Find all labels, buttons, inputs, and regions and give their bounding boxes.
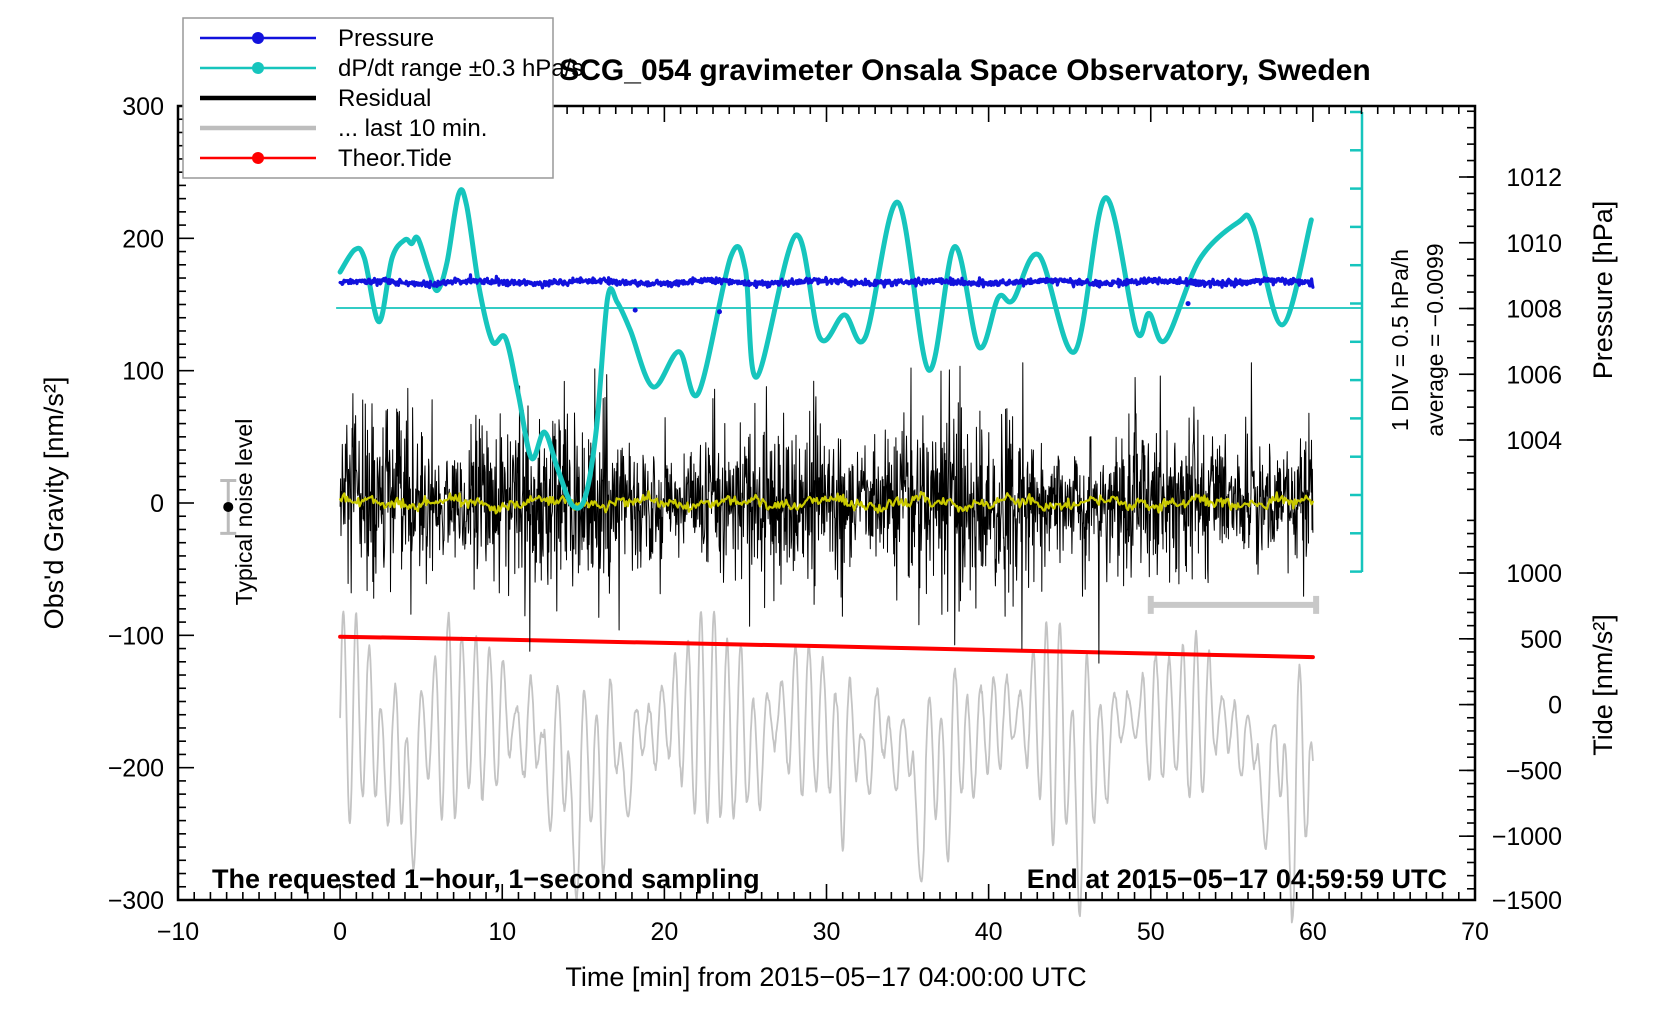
series-pressure: [338, 273, 1315, 290]
series-layer: [220, 110, 1364, 924]
tide-tick-label: −1500: [1492, 887, 1562, 915]
x-tick-label: 40: [975, 918, 1003, 946]
gravity-tick-label: −200: [108, 755, 164, 783]
annotation-sampling: The requested 1−hour, 1−second sampling: [212, 864, 760, 894]
x-tick-label: 60: [1299, 918, 1327, 946]
tide-tick-label: −1000: [1492, 823, 1562, 851]
annotation-end-time: End at 2015−05−17 04:59:59 UTC: [1027, 864, 1447, 894]
pressure-tick-label: 1006: [1506, 361, 1562, 389]
tide-axis-title: Tide [nm/s²]: [1588, 614, 1618, 756]
series-dpdt: [337, 187, 1314, 511]
tide-tick-label: 0: [1548, 692, 1562, 720]
tide-tick-label: −500: [1506, 757, 1562, 785]
noise-level-label: Typical noise level: [231, 419, 257, 606]
left-axis-title: Obs'd Gravity [nm/s²]: [39, 377, 69, 630]
pressure-tick-label: 1004: [1506, 427, 1562, 455]
x-tick-label: −10: [157, 918, 199, 946]
gravity-tick-label: 0: [150, 490, 164, 518]
legend-item-last10: ... last 10 min.: [200, 115, 487, 142]
series-last-10-min: [339, 610, 1314, 924]
legend-item-pressure: Pressure: [200, 25, 434, 52]
x-tick-label: 30: [813, 918, 841, 946]
x-axis-title: Time [min] from 2015−05−17 04:00:00 UTC: [565, 962, 1086, 992]
dpdt-scale-bar: [336, 110, 1364, 573]
legend-label-residual: Residual: [338, 85, 431, 112]
x-tick-label: 20: [650, 918, 678, 946]
series-theor-tide: [338, 634, 1315, 660]
legend-item-residual: Residual: [200, 85, 431, 112]
series-residual: [339, 362, 1314, 664]
pressure-outlier-dot: [1185, 301, 1191, 307]
x-tick-label: 50: [1137, 918, 1165, 946]
gravity-tick-label: −100: [108, 622, 164, 650]
pressure-axis-title: Pressure [hPa]: [1588, 201, 1618, 380]
legend-label-last10: ... last 10 min.: [338, 115, 487, 142]
legend-label-dpdt: dP/dt range ±0.3 hPa/s: [338, 55, 583, 82]
x-tick-label: 70: [1461, 918, 1489, 946]
legend-item-dpdt: dP/dt range ±0.3 hPa/s: [200, 55, 583, 82]
tide-tick-label: 1000: [1506, 560, 1562, 588]
legend-label-pressure: Pressure: [338, 25, 434, 52]
pressure-tick-label: 1008: [1506, 296, 1562, 324]
gravity-tick-label: 100: [122, 358, 164, 386]
gravity-tick-label: 300: [122, 93, 164, 121]
average-label: average = −0.0099: [1422, 243, 1448, 436]
x-tick-label: 10: [488, 918, 516, 946]
legend-label-tide: Theor.Tide: [338, 145, 452, 172]
legend-item-tide: Theor.Tide: [200, 145, 452, 172]
axis-tick-labels: −10 0 10 20 30 40 50 60 70−300−200−1000100200300…: [108, 93, 1562, 946]
last10-span-bar: [1147, 595, 1320, 614]
noise-level-marker: [220, 479, 237, 535]
gravity-tick-label: 200: [122, 225, 164, 253]
chart-title: SCG_054 gravimeter Onsala Space Observat…: [559, 54, 1371, 87]
pressure-outlier-dot: [716, 309, 722, 315]
pressure-tick-label: 1012: [1506, 164, 1562, 192]
tide-tick-label: 500: [1520, 626, 1562, 654]
x-tick-label: 0: [333, 918, 347, 946]
series-residual-smoothed: [339, 490, 1314, 515]
axis-ticks: [177, 105, 1476, 901]
pressure-outlier-dot: [632, 307, 638, 313]
div-scale-label: 1 DIV = 0.5 hPa/h: [1387, 249, 1413, 431]
gravity-tick-label: −300: [108, 887, 164, 915]
legend-box: Pressure dP/dt range ±0.3 hPa/s Residual…: [182, 17, 583, 179]
pressure-tick-label: 1010: [1506, 230, 1562, 258]
